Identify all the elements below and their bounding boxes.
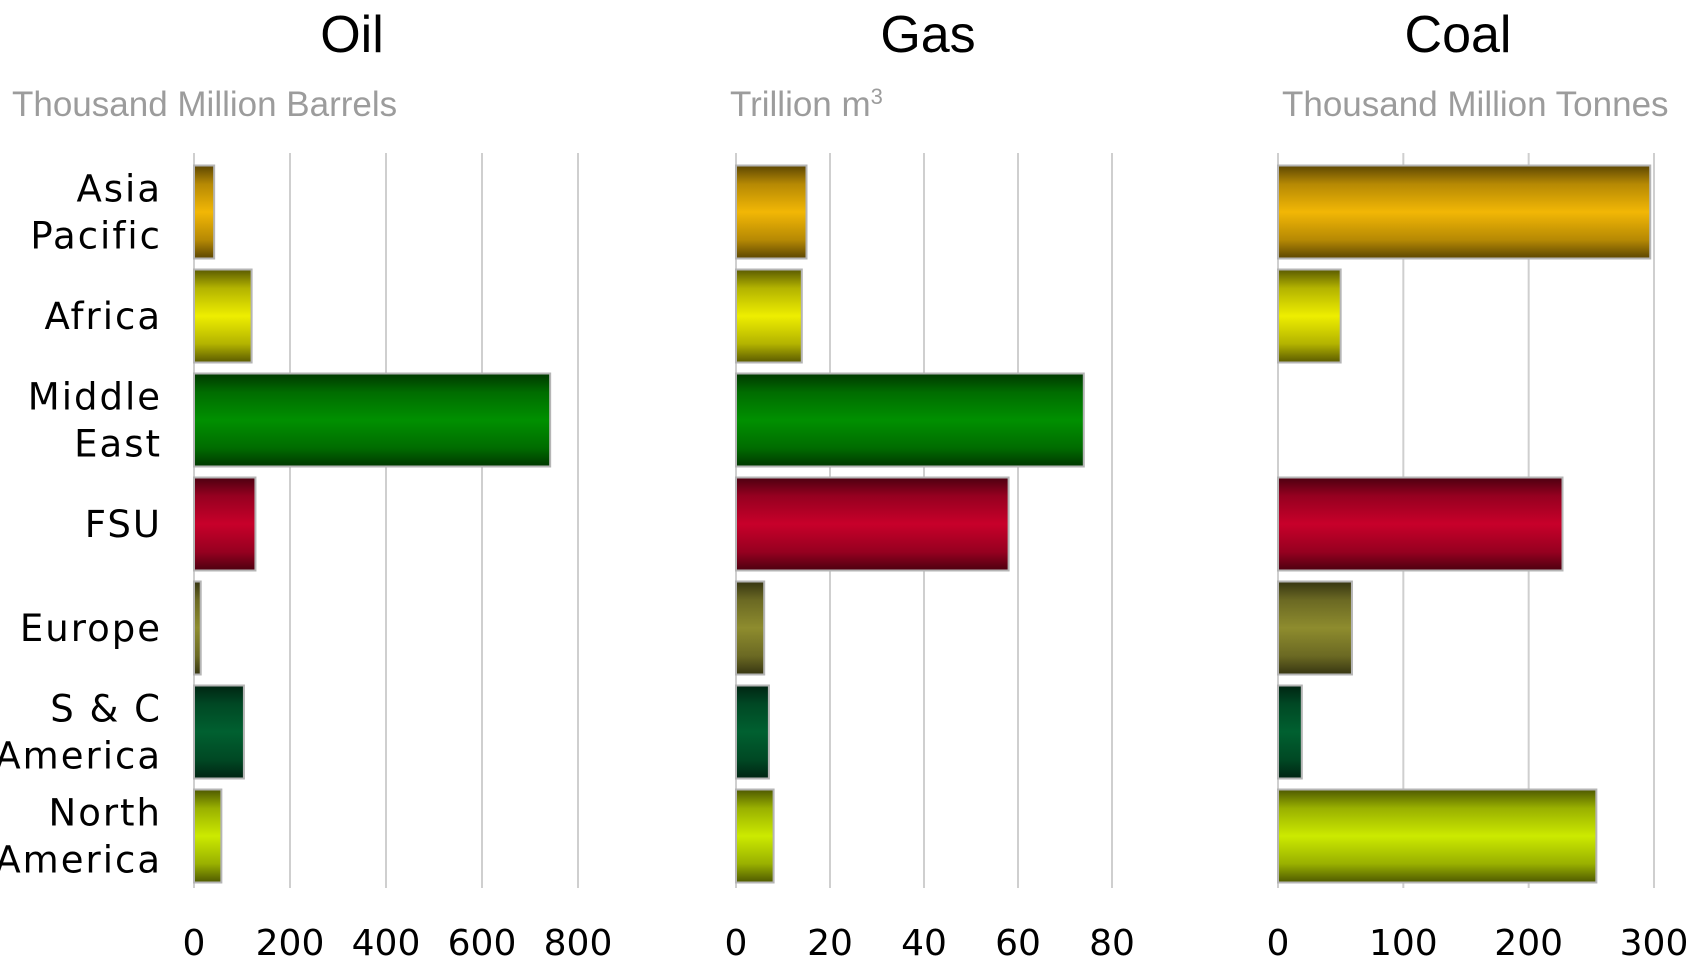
coal-bar-europe <box>1277 580 1353 676</box>
oil-bar-middle-east <box>193 372 552 468</box>
coal-unit-label: Thousand Million Tonnes <box>1282 85 1669 124</box>
oil-bar-north-america <box>193 788 223 884</box>
region-label-0: Asia Pacific <box>30 168 162 258</box>
coal-bar-s-c-america <box>1277 684 1303 780</box>
gas-bar-s-c-america <box>735 684 770 780</box>
region-label-4: Europe <box>20 607 162 650</box>
oil-tick-label: 600 <box>448 923 517 959</box>
coal-panel-title: Coal <box>1405 6 1512 64</box>
oil-unit-label: Thousand Million Barrels <box>12 85 397 124</box>
gas-bar-middle-east <box>735 372 1085 468</box>
coal-bar-fsu <box>1277 476 1564 572</box>
coal-bar-africa <box>1277 268 1342 364</box>
bars <box>193 164 1652 884</box>
oil-bar-africa <box>193 268 253 364</box>
gas-bar-europe <box>735 580 766 676</box>
oil-bar-s-c-america <box>193 684 245 780</box>
coal-bar-asia-pacific <box>1277 164 1652 260</box>
region-labels: Asia Pacific Africa Middle East FSU Europe S & … <box>0 168 162 882</box>
oil-tick-label: 0 <box>183 923 206 959</box>
region-label-1: Africa <box>44 295 162 338</box>
gas-panel-title: Gas <box>880 6 975 64</box>
coal-tick-label: 300 <box>1620 923 1689 959</box>
oil-tick-label: 200 <box>256 923 325 959</box>
region-label-5: S & C America <box>0 688 162 778</box>
gas-bar-asia-pacific <box>735 164 808 260</box>
oil-bar-asia-pacific <box>193 164 216 260</box>
region-label-2: Middle East <box>28 376 162 466</box>
oil-bar-europe <box>193 580 202 676</box>
gas-tick-label: 40 <box>901 923 947 959</box>
gas-unit-label: Trillion m3 <box>730 84 883 124</box>
gas-unit-main: Trillion m <box>730 85 871 124</box>
coal-tick-label: 0 <box>1267 923 1290 959</box>
oil-panel-title: Oil <box>320 6 384 64</box>
region-label-3: FSU <box>85 503 162 546</box>
gas-bar-africa <box>735 268 803 364</box>
region-label-6: North America <box>0 792 162 882</box>
gas-tick-label: 80 <box>1089 923 1135 959</box>
coal-tick-label: 100 <box>1369 923 1438 959</box>
oil-tick-label: 800 <box>544 923 613 959</box>
tick-labels: 0 200 400 600 800 0 20 40 60 80 0 100 200 300 <box>183 923 1689 959</box>
gas-unit-superscript: 3 <box>871 84 883 109</box>
oil-bar-fsu <box>193 476 257 572</box>
gas-tick-label: 60 <box>995 923 1041 959</box>
gas-bar-north-america <box>735 788 775 884</box>
gas-tick-label: 20 <box>807 923 853 959</box>
oil-tick-label: 400 <box>352 923 421 959</box>
coal-bar-north-america <box>1277 788 1598 884</box>
gas-bar-fsu <box>735 476 1010 572</box>
gas-tick-label: 0 <box>725 923 748 959</box>
coal-tick-label: 200 <box>1494 923 1563 959</box>
